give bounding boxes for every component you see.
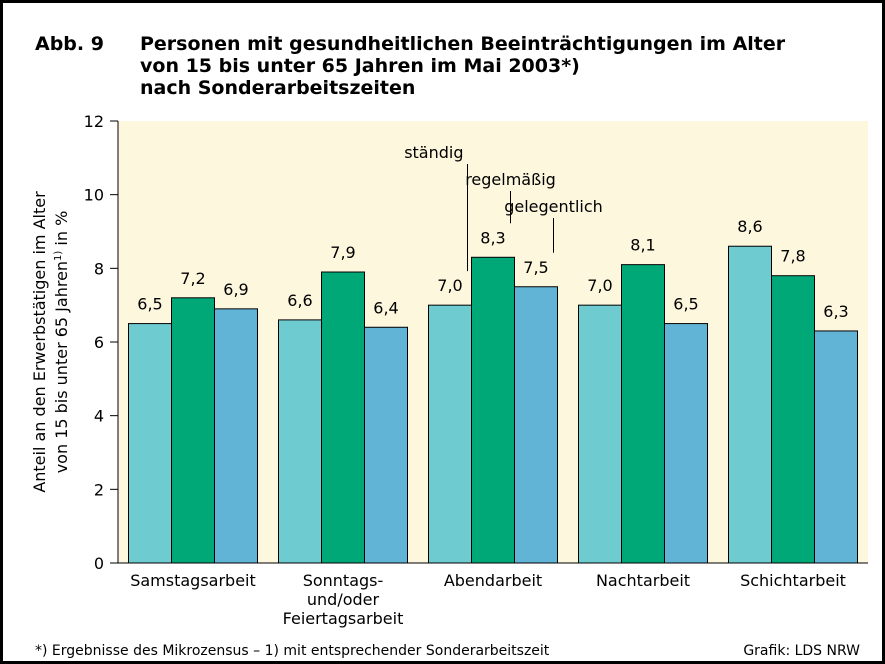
figure-label: Abb. 9 — [35, 33, 104, 55]
legend-label: regelmäßig — [465, 170, 556, 189]
bar — [214, 308, 258, 564]
bar — [428, 304, 472, 564]
y-tick-label: 0 — [94, 554, 104, 573]
value-label: 7,5 — [523, 258, 548, 277]
y-label-sup: 1) — [53, 251, 64, 261]
bar — [728, 245, 772, 564]
bar — [364, 326, 408, 564]
value-label: 7,0 — [437, 276, 462, 295]
legend-label: ständig — [404, 143, 463, 162]
y-tick-label: 12 — [84, 112, 104, 131]
value-label: 7,9 — [330, 243, 355, 262]
value-label: 6,5 — [137, 295, 162, 314]
bar — [621, 264, 665, 564]
x-tick-label: Sonntags- und/oder Feiertagsarbeit — [282, 571, 404, 628]
bar — [771, 275, 815, 564]
bar — [471, 256, 515, 564]
y-axis-label-line: von 15 bis unter 65 Jahren1) in % — [52, 211, 71, 474]
value-label: 6,9 — [223, 280, 248, 299]
bar — [171, 297, 215, 564]
source: Grafik: LDS NRW — [743, 643, 860, 659]
y-tick-label: 10 — [84, 186, 104, 205]
value-label: 7,8 — [780, 247, 805, 266]
title: von 15 bis unter 65 Jahren im Mai 2003*) — [140, 55, 580, 77]
bar — [664, 323, 708, 564]
y-tick-label: 6 — [94, 333, 104, 352]
value-label: 8,3 — [480, 228, 505, 247]
y-axis-label: Anteil an den Erwerbstätigen im Alter vo… — [30, 191, 71, 493]
x-tick-label: Abendarbeit — [443, 571, 543, 590]
footnote: *) Ergebnisse des Mikrozensus – 1) mit e… — [35, 643, 550, 659]
value-label: 8,1 — [630, 236, 655, 255]
bar — [278, 319, 322, 564]
value-label: 6,3 — [823, 302, 848, 321]
y-tick-label: 8 — [94, 259, 104, 278]
bar — [514, 286, 558, 564]
x-tick-label: Nachtarbeit — [595, 571, 691, 590]
bar — [321, 271, 365, 564]
y-label-text: von 15 bis unter 65 Jahren — [52, 261, 71, 473]
value-label: 7,0 — [587, 276, 612, 295]
legend-label: gelegentlich — [504, 197, 603, 216]
title: nach Sonderarbeitszeiten — [140, 77, 415, 99]
value-label: 6,6 — [287, 291, 312, 310]
value-label: 6,4 — [373, 298, 398, 317]
bar — [814, 330, 858, 564]
y-tick-label: 2 — [94, 480, 104, 499]
bar — [578, 304, 622, 564]
y-axis-label-line: Anteil an den Erwerbstätigen im Alter — [30, 191, 49, 493]
y-label-text: in % — [52, 211, 71, 251]
bar — [128, 323, 172, 564]
value-label: 6,5 — [673, 295, 698, 314]
value-label: 8,6 — [737, 217, 762, 236]
value-label: 7,2 — [180, 269, 205, 288]
title: Personen mit gesundheitlichen Beeinträch… — [140, 33, 786, 55]
x-tick-label: Schichtarbeit — [740, 571, 846, 590]
y-tick-label: 4 — [94, 407, 104, 426]
x-tick-label: Samstagsarbeit — [130, 571, 256, 590]
